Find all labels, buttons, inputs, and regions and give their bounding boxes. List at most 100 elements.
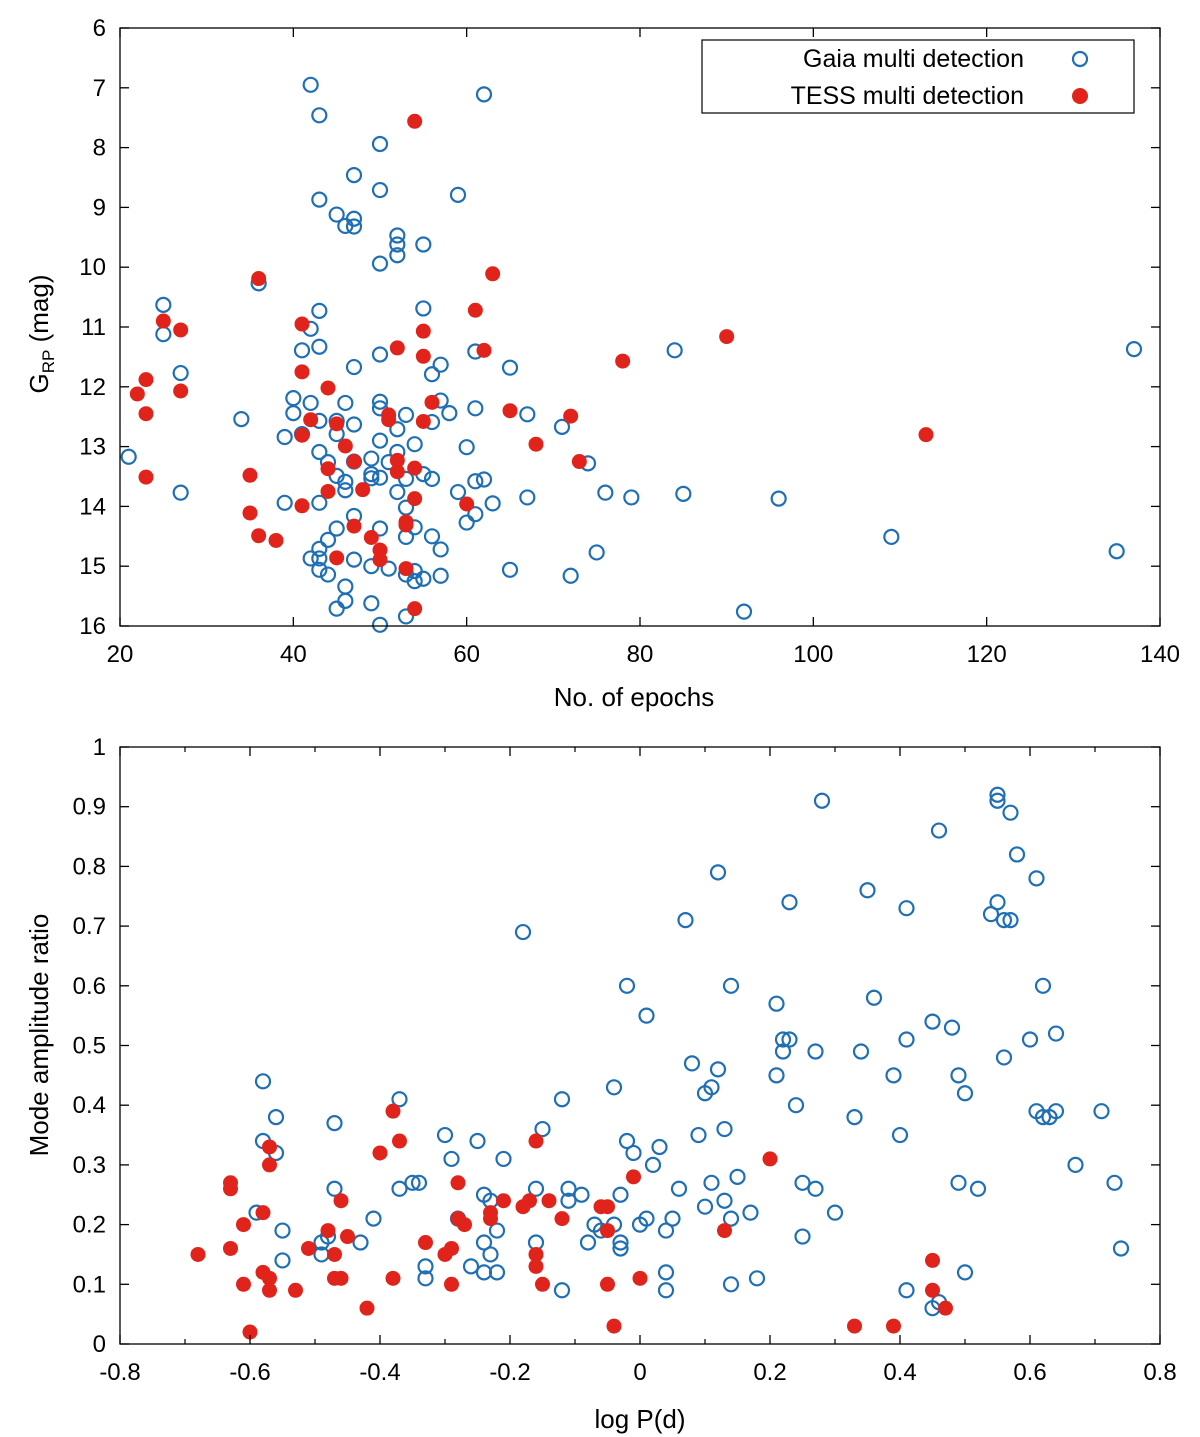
gaia-point — [588, 544, 605, 561]
tess-point — [459, 496, 475, 512]
y-tick-label: 10 — [79, 254, 106, 281]
gaia-point — [488, 1222, 506, 1239]
x-tick-label: -0.4 — [359, 1359, 400, 1386]
plot-frame-bottom — [119, 746, 1161, 1345]
x-tick-label: 0.2 — [753, 1359, 786, 1386]
gaia-point — [514, 923, 532, 941]
gaia-point — [995, 1049, 1013, 1066]
tess-point — [457, 1217, 472, 1233]
tess-point — [528, 1246, 544, 1262]
gaia-point — [172, 484, 189, 501]
tess-point — [554, 1211, 570, 1227]
gaia-point — [859, 882, 876, 899]
tess-point — [301, 1240, 316, 1256]
gaia-point — [302, 394, 319, 412]
gaia-point — [781, 1031, 798, 1048]
y-tick-label: 8 — [93, 135, 106, 162]
gaia-point — [267, 1109, 285, 1126]
tess-point — [415, 323, 431, 339]
gaia-point — [371, 616, 389, 633]
gaia-point — [562, 567, 579, 584]
tess-point — [337, 438, 353, 454]
gaia-point — [417, 1258, 434, 1275]
gaia-point — [363, 595, 380, 612]
gaia-point — [1067, 1156, 1084, 1174]
gaia-point — [276, 428, 293, 446]
gaia-point — [276, 494, 293, 511]
gaia-point — [1112, 1240, 1130, 1257]
tess-point — [138, 469, 154, 485]
gaia-point — [441, 405, 458, 422]
gaia-point — [612, 1186, 629, 1203]
tess-point — [389, 464, 405, 480]
tess-point — [381, 412, 397, 428]
tess-point — [407, 460, 423, 476]
gaia-point — [709, 864, 727, 881]
gaia-point — [371, 393, 389, 410]
gaia-point — [467, 473, 484, 490]
y-tick-label: 12 — [79, 374, 106, 401]
gaia-point — [597, 484, 614, 501]
tess-point — [719, 329, 735, 345]
gaia-point — [449, 186, 467, 203]
gaia-point — [406, 573, 423, 590]
gaia-point — [443, 1150, 460, 1168]
tess-point — [483, 1205, 498, 1221]
gaia-point — [423, 366, 441, 383]
gaia-point — [311, 540, 328, 557]
gaia-point — [274, 1252, 291, 1269]
gaia-point — [501, 359, 519, 376]
tess-point — [762, 1151, 778, 1167]
y-tick-label: 14 — [79, 493, 106, 520]
tess-point — [385, 1270, 401, 1286]
gaia-point — [774, 1043, 792, 1060]
gaia-point — [781, 894, 798, 911]
gaia-point — [274, 1222, 291, 1239]
tess-point — [389, 452, 405, 468]
x-tick-label: 60 — [453, 641, 480, 668]
gaia-point — [826, 1204, 844, 1221]
gaia-point — [410, 1174, 428, 1191]
tess-point — [407, 491, 423, 507]
tess-point — [415, 413, 431, 429]
gaia-point — [924, 1013, 941, 1030]
tess-point — [535, 1276, 550, 1292]
legend-marker-tess — [1072, 88, 1088, 104]
gaia-point — [311, 302, 328, 319]
tess-point — [320, 1223, 336, 1239]
gaia-point — [605, 1079, 623, 1096]
tess-point — [346, 454, 362, 470]
gaia-point — [311, 107, 328, 124]
gaia-point — [432, 567, 449, 584]
plot-area-top — [120, 76, 1143, 633]
gaia-point — [371, 432, 389, 449]
gaia-point — [625, 1144, 642, 1162]
gaia-point — [1106, 1174, 1123, 1191]
tess-point — [372, 1145, 388, 1161]
tess-point — [528, 1133, 544, 1149]
tess-point — [363, 529, 379, 545]
gaia-point — [1034, 977, 1052, 994]
tess-point — [359, 1300, 375, 1316]
gaia-point — [371, 181, 389, 199]
gaia-point — [345, 167, 363, 184]
gaia-point — [898, 1031, 915, 1048]
gaia-point — [352, 1234, 369, 1251]
gaia-point — [612, 1234, 629, 1251]
gaia-point — [475, 1234, 493, 1251]
gaia-point — [852, 1043, 870, 1060]
gaia-point — [389, 247, 406, 264]
gaia-point — [666, 342, 683, 359]
gaia-point — [365, 1210, 382, 1227]
tess-point — [320, 461, 336, 477]
gaia-point — [363, 470, 380, 487]
gaia-point — [742, 1204, 759, 1221]
gaia-point — [891, 1126, 909, 1144]
y-tick-label: 0.4 — [73, 1092, 106, 1119]
gaia-point — [579, 1234, 597, 1251]
tess-point — [502, 403, 518, 419]
gaia-point — [328, 520, 345, 537]
gaia-point — [319, 531, 337, 548]
gaia-point — [703, 1079, 720, 1096]
gaia-point — [930, 822, 948, 839]
